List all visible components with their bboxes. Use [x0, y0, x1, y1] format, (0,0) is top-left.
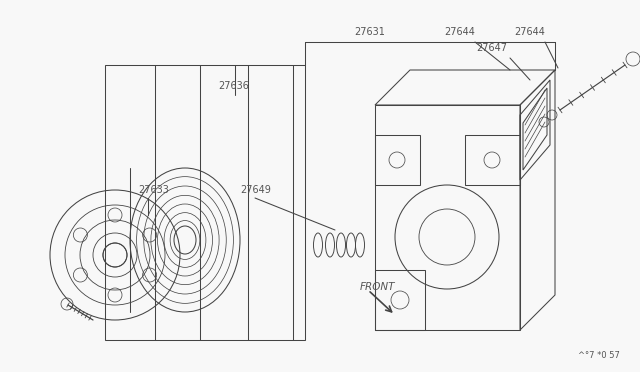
Text: FRONT: FRONT — [360, 282, 396, 292]
Text: 27647: 27647 — [477, 43, 508, 53]
Text: 27636: 27636 — [218, 81, 249, 91]
Text: ^°7 *0 57: ^°7 *0 57 — [578, 351, 620, 360]
Text: 27633: 27633 — [138, 185, 169, 195]
Text: 27644: 27644 — [445, 27, 476, 37]
Text: 27644: 27644 — [515, 27, 545, 37]
Text: 27631: 27631 — [355, 27, 385, 37]
Text: 27649: 27649 — [240, 185, 271, 195]
